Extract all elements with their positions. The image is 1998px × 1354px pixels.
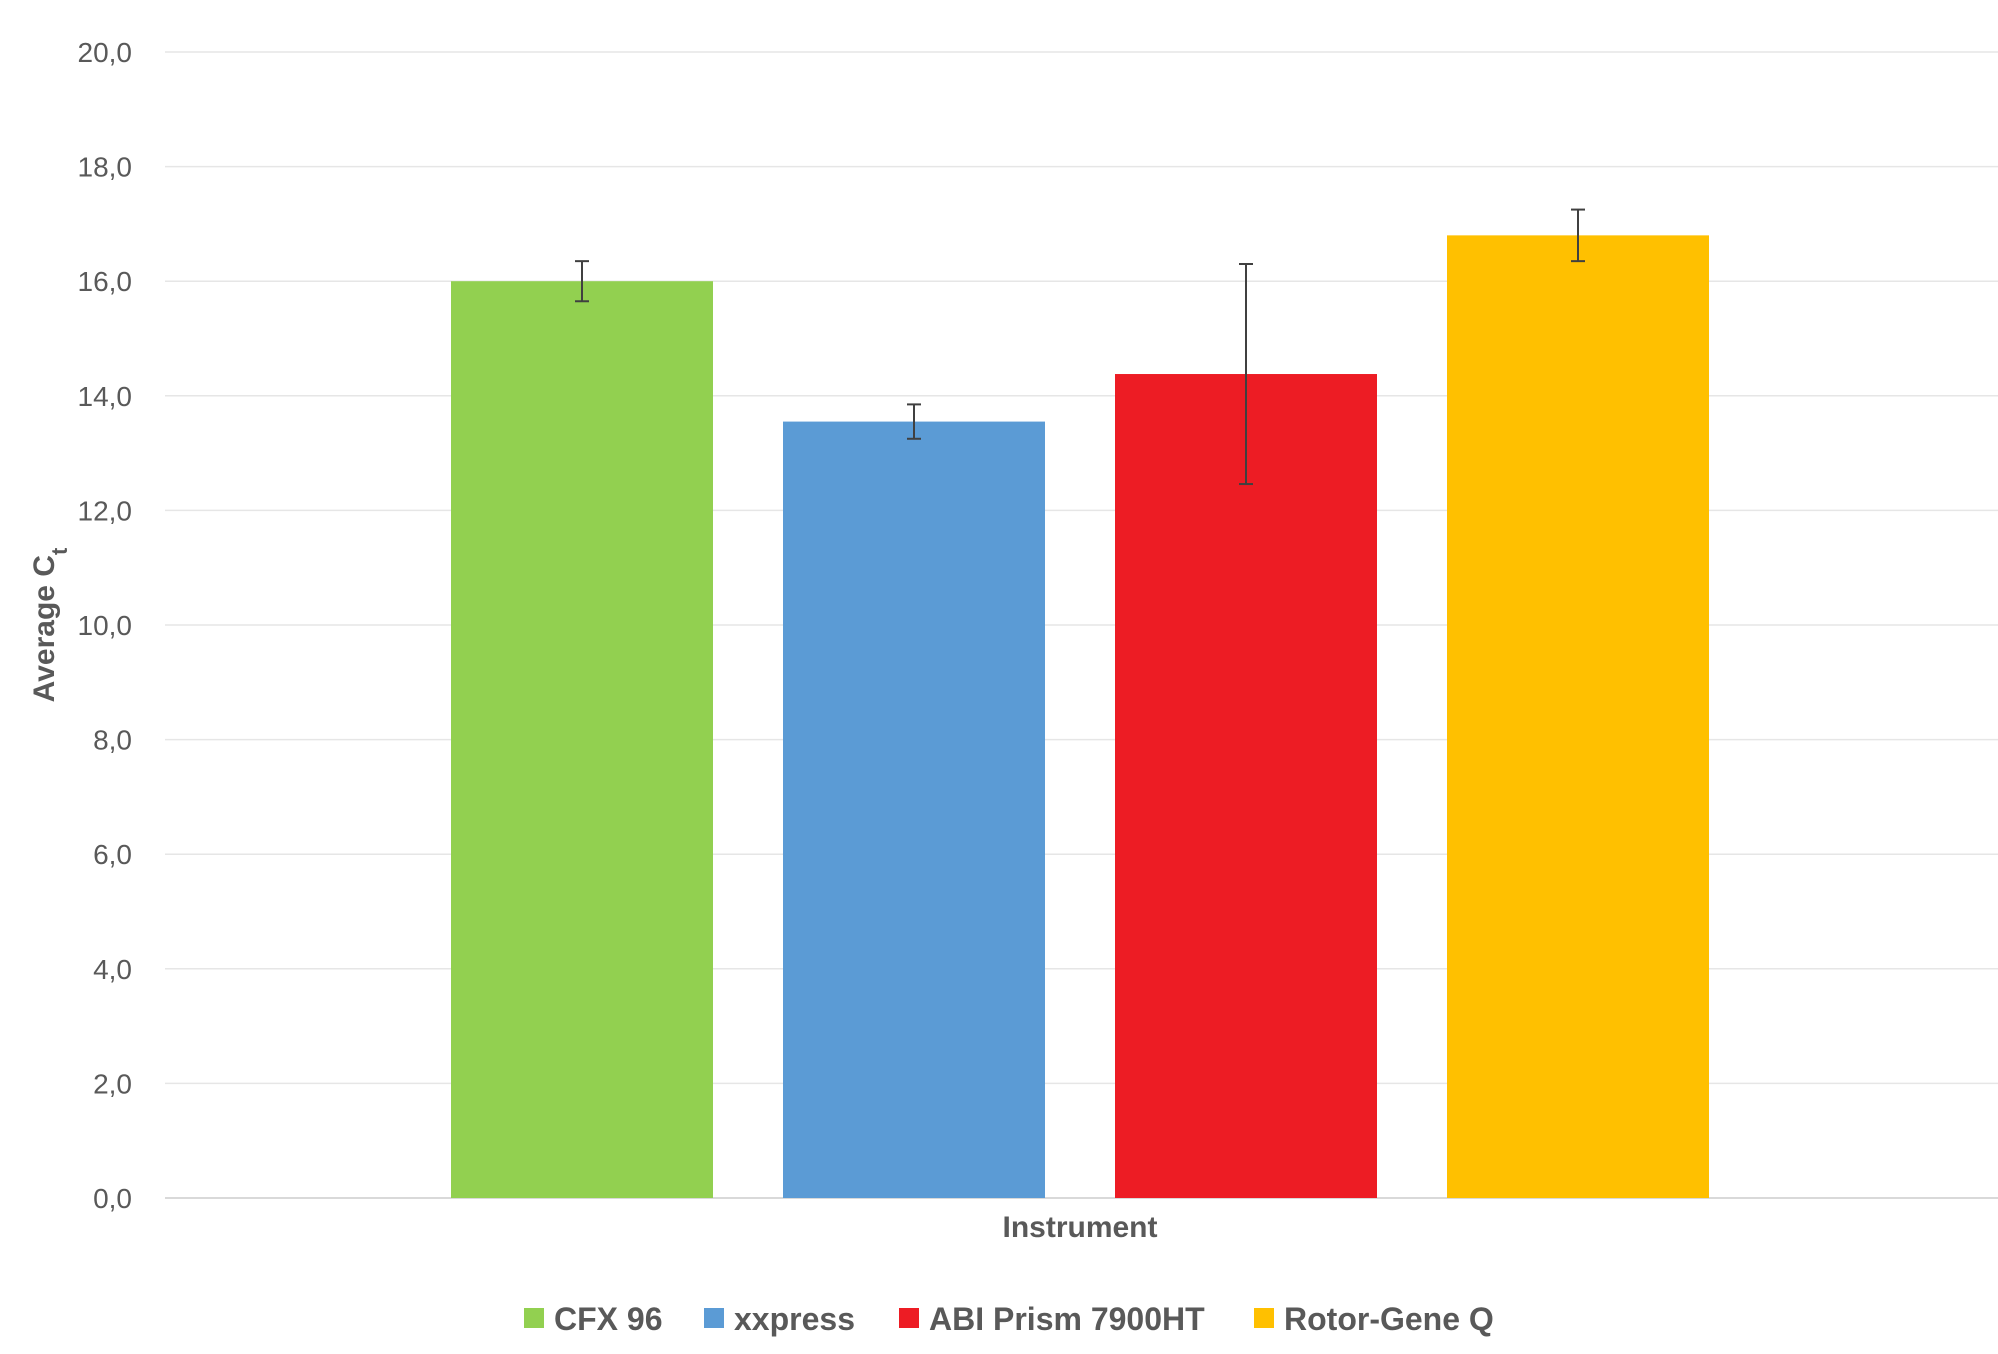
- y-axis-ticks: 0,0 2,0 4,0 6,0 8,0 10,0 12,0 14,0 16,0 18,0 20,0: [78, 37, 133, 1214]
- y-tick-label: 16,0: [78, 266, 133, 297]
- bar-1: [783, 421, 1045, 1199]
- y-axis-title: Average Ct: [28, 547, 72, 702]
- legend-label-0: CFX 96: [554, 1301, 662, 1337]
- y-axis-title-subscript: t: [47, 547, 72, 555]
- legend-swatch-3: [1254, 1308, 1274, 1328]
- legend-label-1: xxpress: [734, 1301, 855, 1337]
- gridlines: [165, 51, 1998, 1199]
- y-tick-label: 14,0: [78, 381, 133, 412]
- y-tick-label: 0,0: [93, 1183, 132, 1214]
- y-tick-label: 2,0: [93, 1068, 132, 1099]
- bars: [451, 235, 1709, 1199]
- legend-swatch-0: [524, 1308, 544, 1328]
- legend-swatch-1: [704, 1308, 724, 1328]
- legend-label-2: ABI Prism 7900HT: [929, 1301, 1205, 1337]
- bar-0: [451, 281, 713, 1198]
- bar-2: [1115, 374, 1377, 1198]
- y-tick-label: 8,0: [93, 725, 132, 756]
- legend-swatch-2: [899, 1308, 919, 1328]
- x-axis-title: Instrument: [1002, 1211, 1157, 1244]
- y-tick-label: 10,0: [78, 610, 133, 641]
- legend-label-3: Rotor-Gene Q: [1284, 1301, 1494, 1337]
- y-tick-label: 4,0: [93, 954, 132, 985]
- y-tick-label: 12,0: [78, 495, 133, 526]
- legend: CFX 96 xxpress ABI Prism 7900HT Rotor-Gene …: [524, 1301, 1494, 1337]
- y-tick-label: 18,0: [78, 152, 133, 183]
- y-tick-label: 20,0: [78, 37, 133, 68]
- y-tick-label: 6,0: [93, 839, 132, 870]
- bar-3: [1447, 235, 1709, 1199]
- error-bars: [575, 208, 1585, 486]
- y-axis-title-main: Average C: [28, 555, 61, 702]
